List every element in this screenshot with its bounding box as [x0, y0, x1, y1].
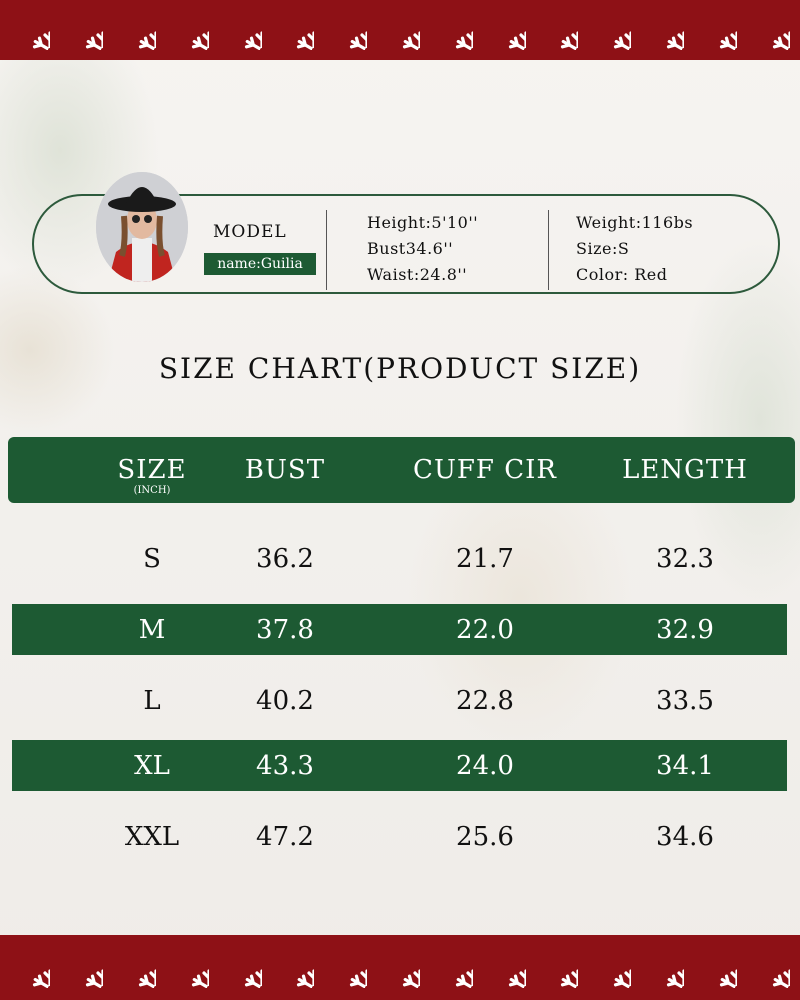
model-weight: Weight:116bs [576, 213, 694, 232]
size-cell: S [143, 543, 161, 574]
snowflake-icon [116, 948, 156, 988]
length-cell: 34.1 [656, 750, 714, 781]
cuff-cir-cell: 22.8 [456, 685, 514, 716]
snowflake-icon [538, 948, 578, 988]
unit-label: (INCH) [133, 485, 171, 496]
table-row: S 36.2 21.7 32.3 [12, 533, 787, 584]
snowflake-icon [697, 10, 737, 50]
size-cell: XXL [124, 821, 180, 852]
snowflake-icon [750, 10, 790, 50]
snowflake-icon [697, 948, 737, 988]
header-bust: BUST [244, 455, 326, 485]
model-details: Weight:116bs Size:S Color: Red [576, 210, 693, 288]
snowflake-icon [222, 948, 262, 988]
snowflake-icon [591, 948, 631, 988]
header-size: SIZE [117, 455, 187, 485]
snowflake-icon [380, 10, 420, 50]
length-cell: 33.5 [656, 685, 714, 716]
top-snowflake-border [0, 0, 800, 60]
snowflake-icon [380, 948, 420, 988]
table-row: M 37.8 22.0 32.9 [12, 604, 787, 655]
bust-cell: 37.8 [256, 614, 314, 645]
model-waist: Waist:24.8'' [367, 265, 468, 284]
bust-cell: 47.2 [256, 821, 314, 852]
snowflake-icon [169, 948, 209, 988]
snowflake-icon [63, 948, 103, 988]
snowflake-icon [222, 10, 262, 50]
model-bust: Bust34.6'' [367, 239, 454, 258]
model-label: MODEL [213, 222, 287, 242]
size-chart-title: SIZE CHART(PRODUCT SIZE) [158, 352, 642, 385]
snowflake-icon [274, 10, 314, 50]
bust-cell: 36.2 [256, 543, 314, 574]
snowflake-icon [433, 10, 473, 50]
table-row: L 40.2 22.8 33.5 [12, 675, 787, 726]
snowflake-icon [591, 10, 631, 50]
bust-cell: 43.3 [256, 750, 314, 781]
snowflake-icon [644, 948, 684, 988]
model-name-badge: name:Guilia [204, 253, 316, 275]
bust-cell: 40.2 [256, 685, 314, 716]
snowflake-icon [486, 10, 526, 50]
model-measurements: Height:5'10'' Bust34.6'' Waist:24.8'' [367, 210, 478, 288]
cuff-cir-cell: 24.0 [456, 750, 514, 781]
snowflake-icon [538, 10, 578, 50]
snowflake-icon [433, 948, 473, 988]
model-photo [96, 172, 188, 282]
bottom-snowflake-border [0, 935, 800, 1000]
snowflake-icon [750, 948, 790, 988]
cuff-cir-cell: 22.0 [456, 614, 514, 645]
snowflake-icon [274, 948, 314, 988]
cuff-cir-cell: 21.7 [456, 543, 514, 574]
snowflake-icon [644, 10, 684, 50]
length-cell: 34.6 [656, 821, 714, 852]
divider [326, 210, 327, 290]
snowflake-icon [327, 948, 367, 988]
snowflake-icon [63, 10, 103, 50]
size-cell: M [138, 614, 166, 645]
snowflake-icon [10, 948, 50, 988]
snowflake-icon [169, 10, 209, 50]
table-row: XXL 47.2 25.6 34.6 [12, 811, 787, 862]
snowflake-icon [116, 10, 156, 50]
snowflake-icon [327, 10, 367, 50]
header-cuff-cir: CUFF CIR [413, 455, 557, 485]
snowflake-icon [486, 948, 526, 988]
length-cell: 32.3 [656, 543, 714, 574]
table-row: XL 43.3 24.0 34.1 [12, 740, 787, 791]
snowflake-icon [10, 10, 50, 50]
model-size: Size:S [576, 239, 630, 258]
length-cell: 32.9 [656, 614, 714, 645]
size-cell: L [143, 685, 161, 716]
table-header: SIZE BUST CUFF CIR LENGTH [8, 437, 795, 503]
model-info-panel [32, 194, 780, 294]
divider [548, 210, 549, 290]
header-length: LENGTH [622, 455, 748, 485]
size-cell: XL [134, 750, 170, 781]
cuff-cir-cell: 25.6 [456, 821, 514, 852]
model-color: Color: Red [576, 265, 668, 284]
model-height: Height:5'10'' [367, 213, 479, 232]
